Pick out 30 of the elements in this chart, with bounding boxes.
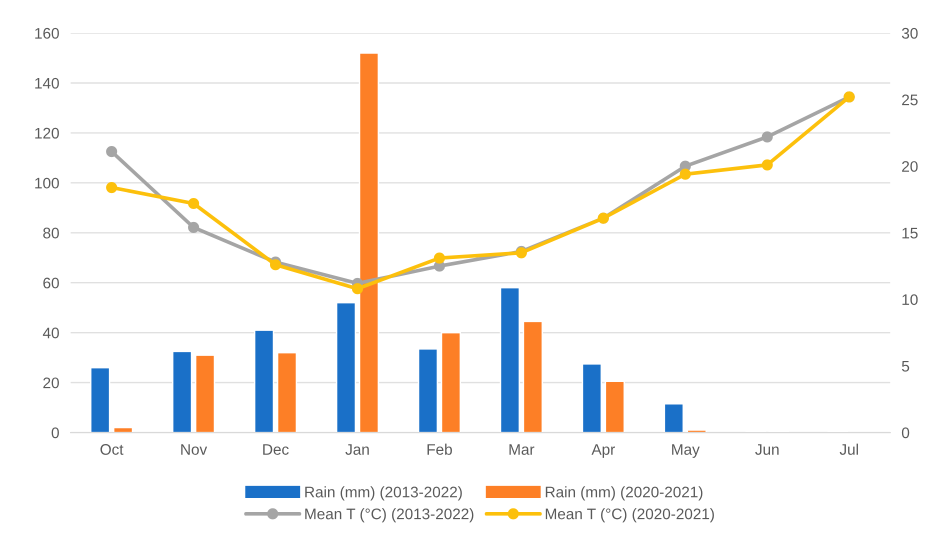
- x-tick-label: Apr: [591, 444, 615, 458]
- y2-tick-label: 20: [902, 161, 918, 172]
- y-tick-label: 60: [43, 278, 59, 288]
- x-tick-label: Dec: [263, 444, 289, 455]
- x-tick-label: May: [672, 444, 700, 458]
- y2-tick-label: 5: [902, 360, 910, 372]
- y-tick-label: 160: [35, 28, 59, 39]
- y-tick-label: 140: [35, 78, 59, 89]
- x-tick-label: Feb: [428, 444, 452, 455]
- y2-tick-label: 15: [902, 228, 918, 238]
- x-tick-label: Mar: [509, 444, 534, 455]
- y-tick-label: 40: [42, 328, 59, 338]
- legend-label: Rain (mm) (2013-2022): [305, 486, 462, 500]
- legend-label: Mean T (°C) (2013-2022): [305, 508, 474, 522]
- y2-tick-label: 30: [902, 28, 918, 39]
- legend-label: Mean T (°C) (2020-2021): [546, 508, 714, 522]
- y2-tick-label: 0: [902, 427, 910, 438]
- legend-label: Rain (mm) (2020-2021): [546, 486, 702, 500]
- x-tick-label: Jul: [840, 444, 858, 455]
- y2-tick-label: 25: [902, 94, 918, 106]
- x-tick-label: Jan: [345, 444, 369, 455]
- x-tick-label: Jun: [755, 444, 779, 455]
- y-tick-label: 80: [43, 228, 59, 238]
- y-tick-label: 100: [35, 178, 59, 189]
- y-tick-label: 120: [35, 128, 59, 139]
- x-tick-label: Nov: [181, 444, 208, 455]
- y-tick-label: 20: [43, 377, 59, 388]
- x-tick-label: Oct: [100, 444, 124, 455]
- y2-tick-label: 10: [902, 294, 918, 306]
- y-tick-label: 0: [52, 427, 59, 438]
